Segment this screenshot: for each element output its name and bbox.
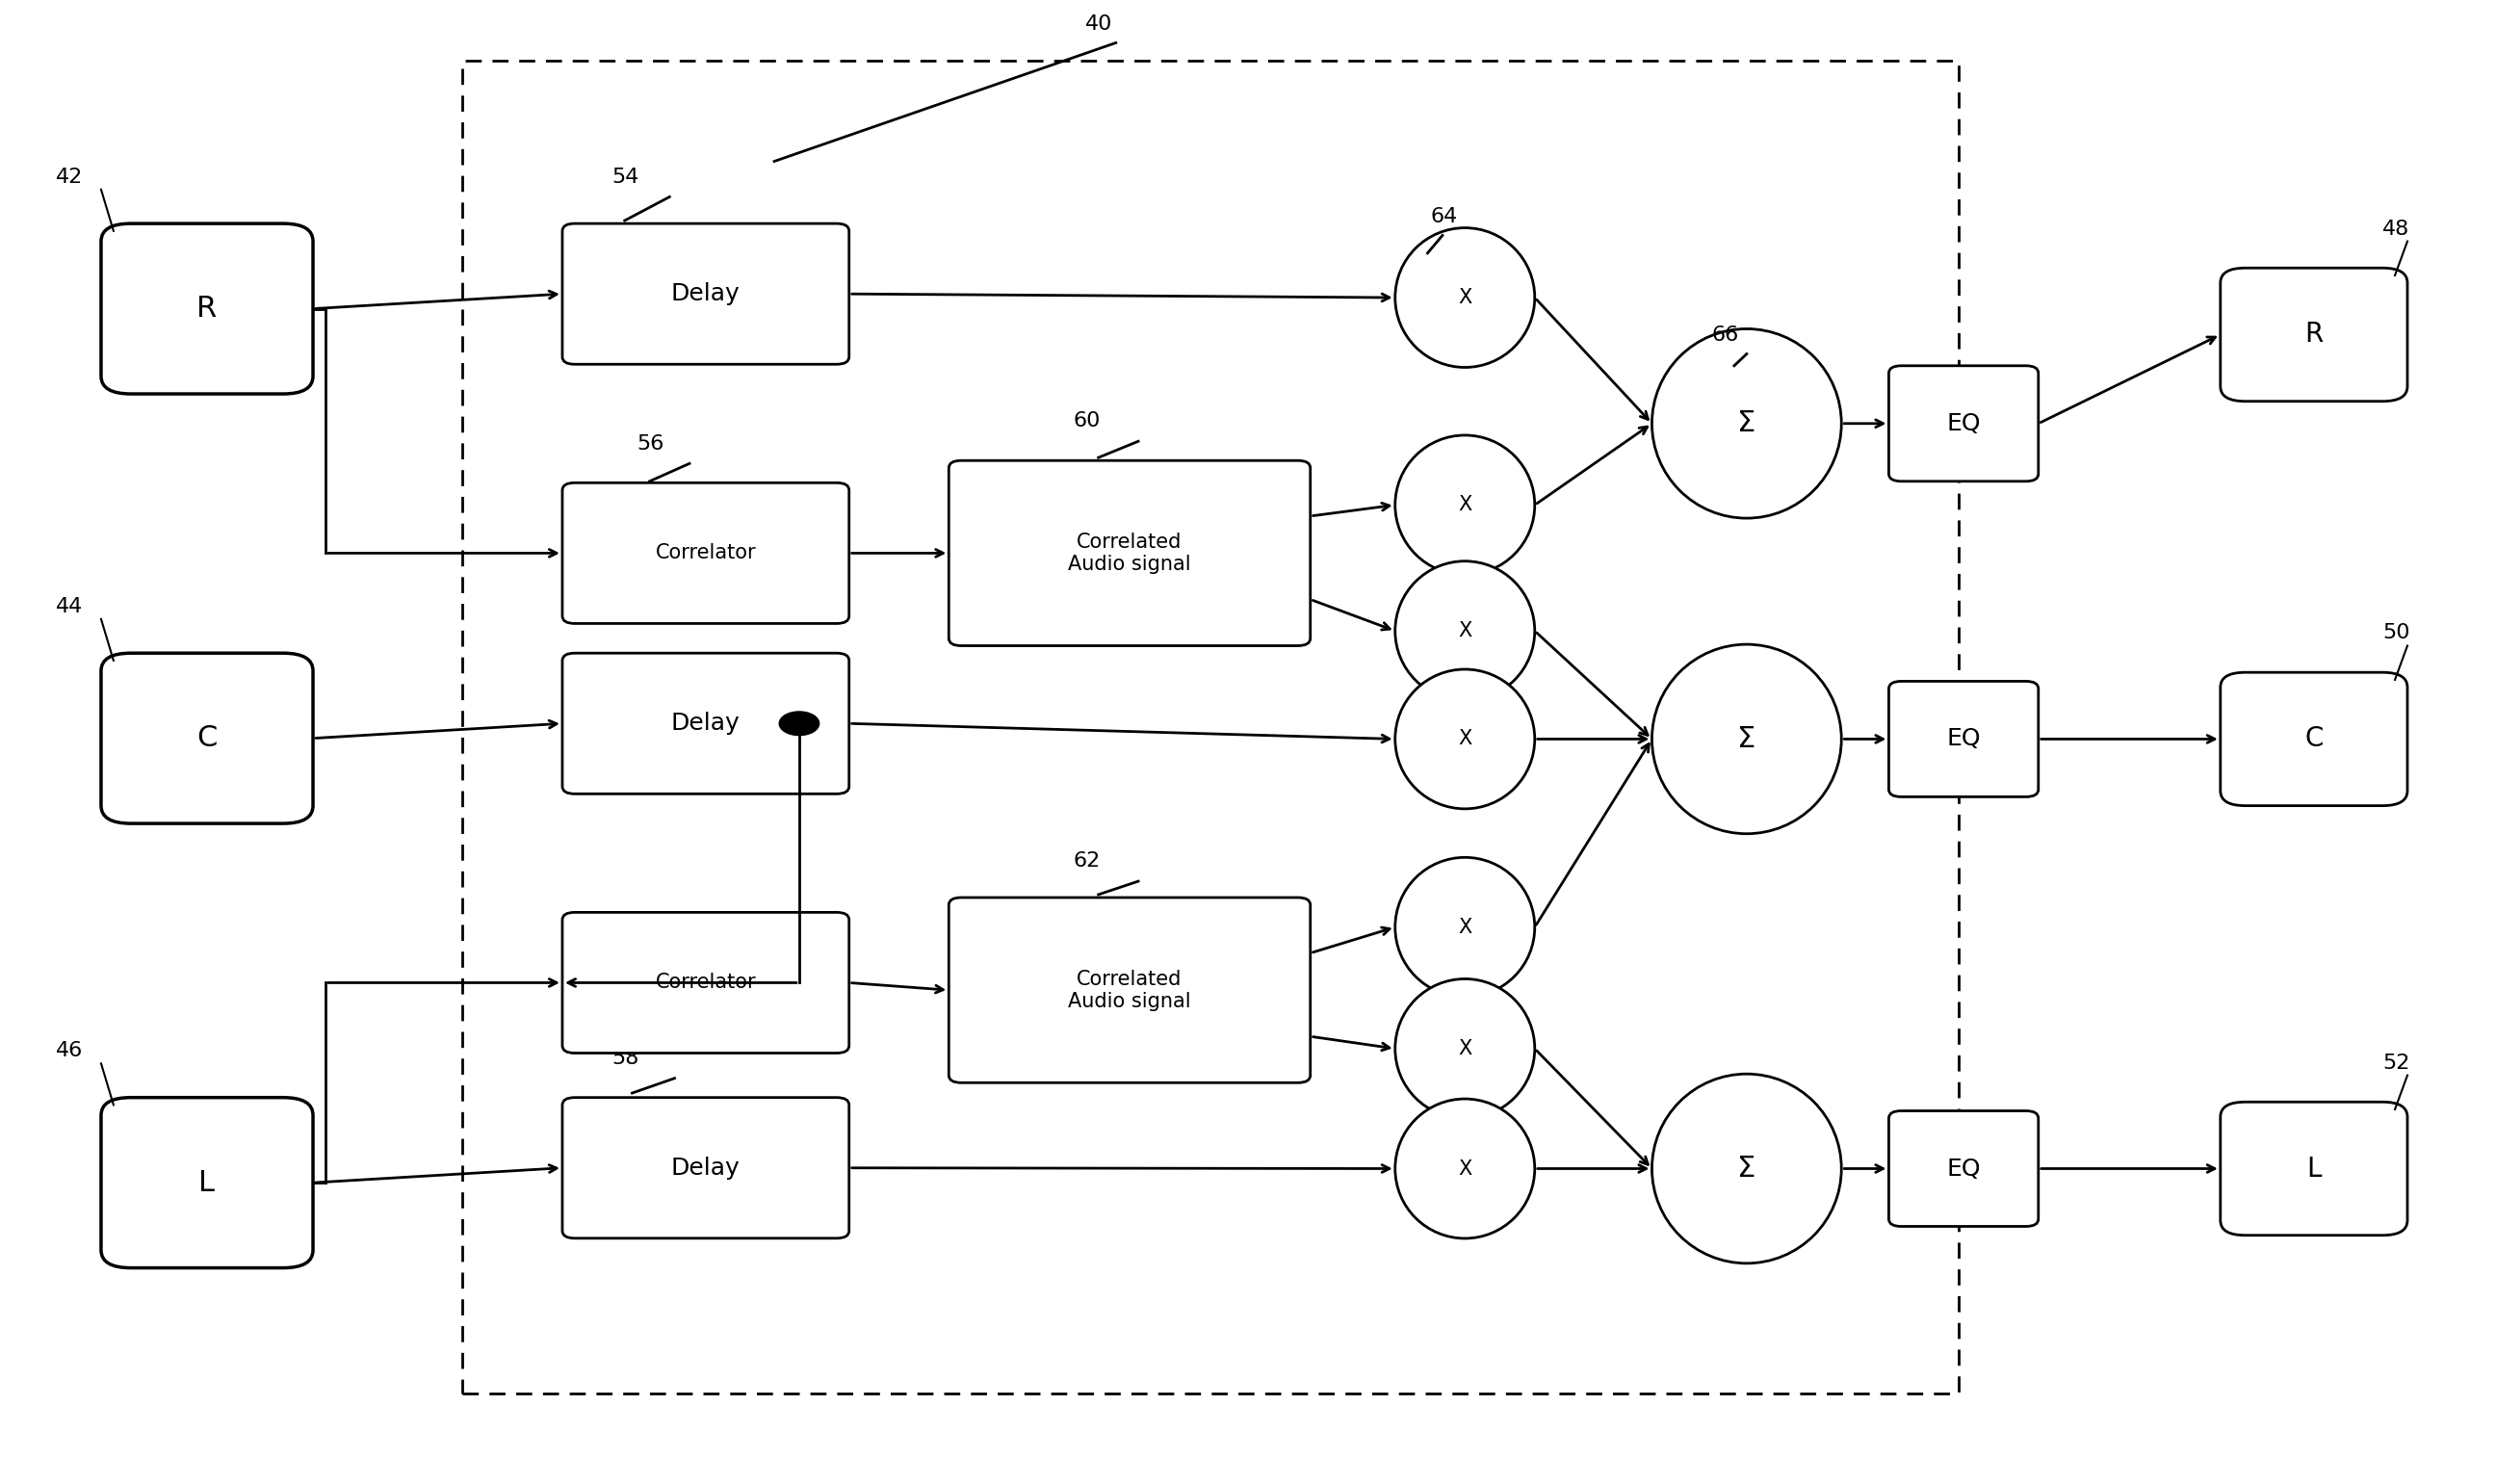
- Ellipse shape: [1395, 669, 1535, 809]
- Circle shape: [779, 712, 819, 736]
- FancyBboxPatch shape: [2221, 269, 2409, 401]
- FancyBboxPatch shape: [562, 482, 849, 623]
- Text: X: X: [1458, 496, 1473, 515]
- Text: X: X: [1458, 622, 1473, 641]
- Ellipse shape: [1395, 435, 1535, 574]
- FancyBboxPatch shape: [948, 898, 1310, 1083]
- Text: Delay: Delay: [671, 1156, 741, 1180]
- Text: X: X: [1458, 1039, 1473, 1058]
- Ellipse shape: [1395, 858, 1535, 997]
- Text: Delay: Delay: [671, 712, 741, 735]
- Text: C: C: [197, 724, 217, 752]
- FancyBboxPatch shape: [562, 913, 849, 1054]
- FancyBboxPatch shape: [562, 653, 849, 794]
- Text: EQ: EQ: [1947, 413, 1982, 435]
- Text: Correlator: Correlator: [656, 974, 756, 993]
- Ellipse shape: [1395, 1098, 1535, 1238]
- Text: 52: 52: [2384, 1054, 2409, 1073]
- FancyBboxPatch shape: [2221, 1103, 2409, 1235]
- Ellipse shape: [1395, 229, 1535, 368]
- Text: X: X: [1458, 730, 1473, 748]
- Text: 60: 60: [1073, 411, 1101, 430]
- Text: Correlator: Correlator: [656, 543, 756, 562]
- Text: 40: 40: [1086, 15, 1113, 34]
- Text: 48: 48: [2384, 220, 2409, 239]
- FancyBboxPatch shape: [1889, 681, 2039, 797]
- Text: Σ: Σ: [1737, 1155, 1757, 1183]
- Text: EQ: EQ: [1947, 727, 1982, 751]
- FancyBboxPatch shape: [1889, 365, 2039, 481]
- Bar: [462, 61, 1959, 1393]
- Ellipse shape: [1652, 644, 1842, 834]
- Text: Correlated
Audio signal: Correlated Audio signal: [1068, 969, 1191, 1011]
- FancyBboxPatch shape: [1889, 1112, 2039, 1226]
- FancyBboxPatch shape: [100, 1098, 312, 1267]
- FancyBboxPatch shape: [2221, 672, 2409, 806]
- Text: X: X: [1458, 288, 1473, 307]
- Ellipse shape: [1652, 1074, 1842, 1263]
- Text: Σ: Σ: [1737, 410, 1757, 438]
- Text: 46: 46: [57, 1042, 82, 1061]
- Ellipse shape: [1652, 329, 1842, 518]
- Text: 56: 56: [636, 433, 664, 453]
- Text: C: C: [2304, 726, 2324, 752]
- Text: X: X: [1458, 917, 1473, 936]
- FancyBboxPatch shape: [562, 224, 849, 364]
- Text: Correlated
Audio signal: Correlated Audio signal: [1068, 533, 1191, 574]
- Text: 54: 54: [612, 168, 639, 187]
- Text: Σ: Σ: [1737, 726, 1757, 752]
- Text: R: R: [197, 295, 217, 322]
- Text: 50: 50: [2384, 623, 2411, 643]
- Text: 42: 42: [57, 168, 82, 187]
- Text: 58: 58: [612, 1049, 639, 1068]
- Ellipse shape: [1395, 979, 1535, 1119]
- Text: EQ: EQ: [1947, 1158, 1982, 1180]
- FancyBboxPatch shape: [948, 460, 1310, 646]
- Text: R: R: [2304, 321, 2324, 349]
- Text: 66: 66: [1712, 326, 1740, 344]
- Text: 64: 64: [1430, 208, 1458, 227]
- Text: X: X: [1458, 1159, 1473, 1178]
- Text: L: L: [200, 1169, 215, 1196]
- FancyBboxPatch shape: [562, 1098, 849, 1238]
- FancyBboxPatch shape: [100, 224, 312, 393]
- Text: L: L: [2306, 1155, 2321, 1183]
- Text: Delay: Delay: [671, 282, 741, 306]
- Text: 44: 44: [57, 597, 82, 616]
- Text: 62: 62: [1073, 852, 1101, 871]
- FancyBboxPatch shape: [100, 653, 312, 824]
- Ellipse shape: [1395, 561, 1535, 700]
